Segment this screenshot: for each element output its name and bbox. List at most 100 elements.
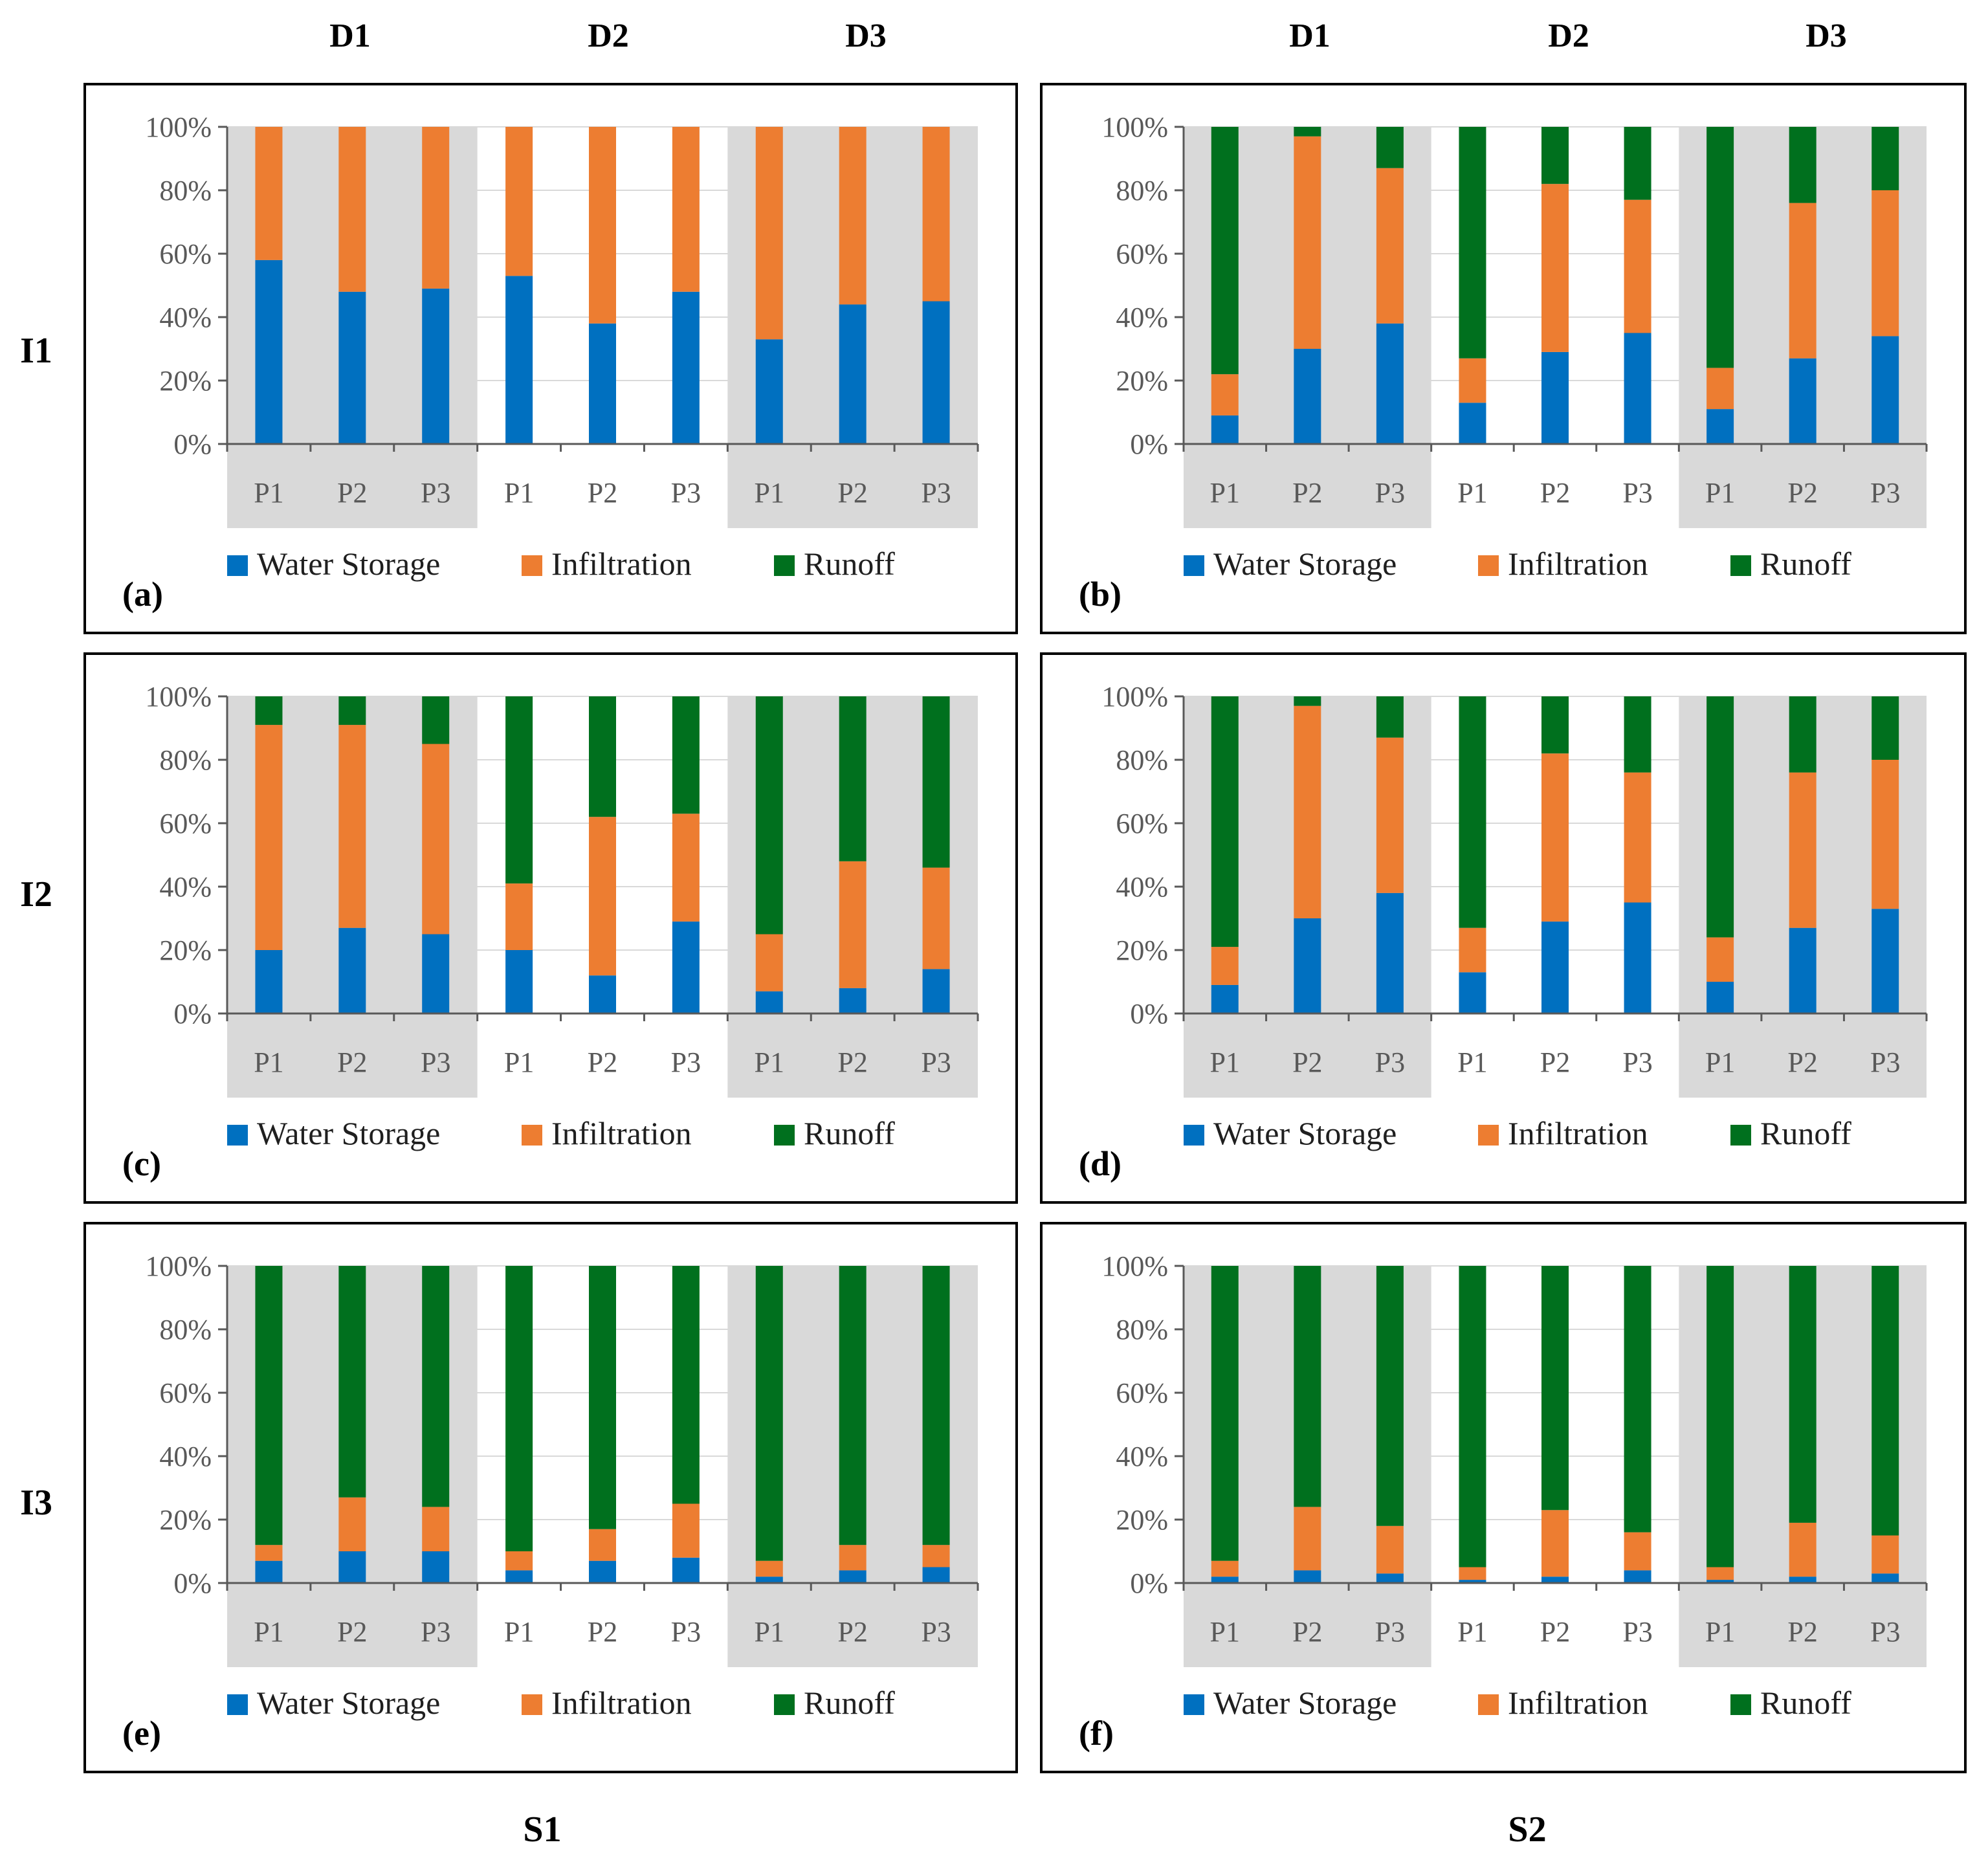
y-tick-label: 80%	[1116, 175, 1168, 206]
y-tick-label: 100%	[145, 1250, 212, 1282]
y-tick-label: 60%	[159, 238, 212, 270]
bar-water-storage-d3-p3	[1872, 1573, 1899, 1583]
bar-runoff-d2-p3	[1624, 696, 1651, 773]
bar-water-storage-d2-p1	[505, 1570, 533, 1583]
col-header-right-d3: D3	[1806, 17, 1847, 54]
legend-label-infiltration: Infiltration	[551, 1685, 692, 1721]
bar-runoff-d2-p3	[1624, 1266, 1651, 1533]
bar-water-storage-d2-p3	[1624, 902, 1651, 1013]
bar-infiltration-d2-p3	[672, 127, 700, 292]
panel-letter: (c)	[122, 1144, 161, 1183]
bar-water-storage-d1-p2	[1294, 918, 1321, 1013]
bar-water-storage-d2-p1	[1459, 1580, 1486, 1583]
bar-runoff-d2-p2	[1541, 1266, 1569, 1511]
y-tick-label: 20%	[1116, 1504, 1168, 1536]
bar-infiltration-d1-p3	[1376, 168, 1404, 324]
bar-runoff-d1-p3	[1376, 1266, 1404, 1526]
bar-infiltration-d2-p3	[1624, 1532, 1651, 1571]
row-label-i2: I2	[20, 874, 52, 914]
x-tick-label: P1	[254, 477, 283, 509]
bar-runoff-d1-p3	[422, 696, 450, 744]
y-tick-label: 60%	[1116, 808, 1168, 839]
x-tick-label: P3	[421, 477, 450, 509]
row-label-i3: I3	[20, 1483, 52, 1523]
bar-infiltration-d1-p1	[1211, 374, 1239, 415]
panel-letter: (f)	[1079, 1714, 1114, 1753]
chart-panel-a: 0% 20% 40% 60% 80% 100% P1 P2 P3 P1 P2 P3 P1 P2 P3 Wate…	[83, 83, 1018, 634]
x-tick-label: P2	[588, 1616, 617, 1648]
x-tick-label: P1	[755, 1046, 784, 1078]
legend-swatch-infiltration	[1478, 1125, 1499, 1146]
legend-label-runoff: Runoff	[804, 1115, 895, 1151]
legend-label-water-storage: Water Storage	[1213, 1115, 1397, 1151]
x-tick-label: P3	[1375, 477, 1405, 509]
bar-water-storage-d1-p2	[1294, 1570, 1321, 1583]
x-tick-label: P1	[1705, 477, 1735, 509]
legend-label-runoff: Runoff	[1760, 1115, 1851, 1151]
bar-runoff-d2-p3	[672, 1266, 700, 1504]
y-tick-label: 0%	[173, 1567, 212, 1599]
bar-infiltration-d1-p3	[422, 1507, 450, 1551]
panel-letter: (d)	[1079, 1144, 1121, 1183]
x-tick-label: P1	[1457, 1046, 1487, 1078]
bar-infiltration-d2-p2	[1541, 1510, 1569, 1577]
bar-water-storage-d1-p3	[422, 288, 450, 444]
x-tick-label: P1	[254, 1616, 283, 1648]
x-tick-label: P2	[837, 1046, 867, 1078]
legend-swatch-water-storage	[1184, 1125, 1204, 1146]
x-tick-label: P1	[504, 477, 534, 509]
bar-water-storage-d1-p1	[1211, 1577, 1239, 1583]
x-tick-label: P2	[1540, 477, 1570, 509]
bar-water-storage-d1-p2	[1294, 349, 1321, 444]
panel-letter: (b)	[1079, 575, 1121, 614]
bar-runoff-d3-p1	[1706, 696, 1734, 938]
x-tick-label: P1	[504, 1616, 534, 1648]
legend-swatch-runoff	[774, 1694, 795, 1715]
footer-label-s2: S2	[1508, 1810, 1546, 1849]
y-tick-label: 60%	[1116, 238, 1168, 270]
bar-water-storage-d1-p1	[255, 950, 283, 1013]
bar-runoff-d3-p3	[922, 1266, 950, 1545]
row-label-i1: I1	[20, 331, 52, 371]
bar-runoff-d2-p2	[589, 1266, 616, 1529]
legend-swatch-infiltration	[522, 1694, 542, 1715]
x-tick-label: P1	[1210, 477, 1240, 509]
y-tick-label: 40%	[159, 302, 212, 333]
bar-infiltration-d1-p3	[422, 127, 450, 289]
bar-infiltration-d2-p2	[589, 817, 616, 976]
col-header-left-d1: D1	[329, 17, 371, 54]
legend-label-runoff: Runoff	[1760, 1685, 1851, 1721]
col-header-right-d2: D2	[1548, 17, 1589, 54]
legend-label-water-storage: Water Storage	[1213, 546, 1397, 582]
bar-runoff-d3-p2	[1789, 1266, 1817, 1523]
legend-swatch-runoff	[774, 555, 795, 576]
bar-runoff-d1-p2	[1294, 696, 1321, 706]
bar-water-storage-d2-p1	[1459, 972, 1486, 1013]
bar-runoff-d3-p2	[839, 696, 867, 861]
bar-water-storage-d2-p3	[672, 1557, 700, 1583]
bar-runoff-d3-p3	[922, 696, 950, 868]
bar-water-storage-d1-p2	[338, 927, 366, 1013]
bar-runoff-d3-p2	[839, 1266, 867, 1545]
bar-water-storage-d1-p1	[1211, 984, 1239, 1013]
bar-water-storage-d3-p1	[755, 339, 783, 444]
x-tick-label: P2	[588, 1046, 617, 1078]
bar-runoff-d3-p3	[1872, 1266, 1899, 1536]
legend-label-infiltration: Infiltration	[1508, 546, 1648, 582]
bar-water-storage-d3-p3	[1872, 909, 1899, 1013]
y-tick-label: 40%	[159, 1441, 212, 1472]
legend-swatch-runoff	[1730, 1694, 1751, 1715]
legend-label-infiltration: Infiltration	[551, 1115, 692, 1151]
y-tick-label: 80%	[159, 744, 212, 776]
legend-swatch-runoff	[1730, 1125, 1751, 1146]
bar-infiltration-d2-p3	[672, 814, 700, 922]
bar-water-storage-d3-p1	[755, 991, 783, 1013]
bar-water-storage-d2-p2	[589, 1560, 616, 1583]
legend-label-runoff: Runoff	[804, 1685, 895, 1721]
bar-infiltration-d2-p1	[1459, 358, 1486, 403]
bar-infiltration-d3-p1	[755, 934, 783, 991]
bar-runoff-d3-p2	[1789, 127, 1817, 203]
y-tick-label: 40%	[1116, 871, 1168, 903]
y-tick-label: 100%	[1101, 681, 1168, 713]
bar-infiltration-d3-p2	[839, 1545, 867, 1571]
